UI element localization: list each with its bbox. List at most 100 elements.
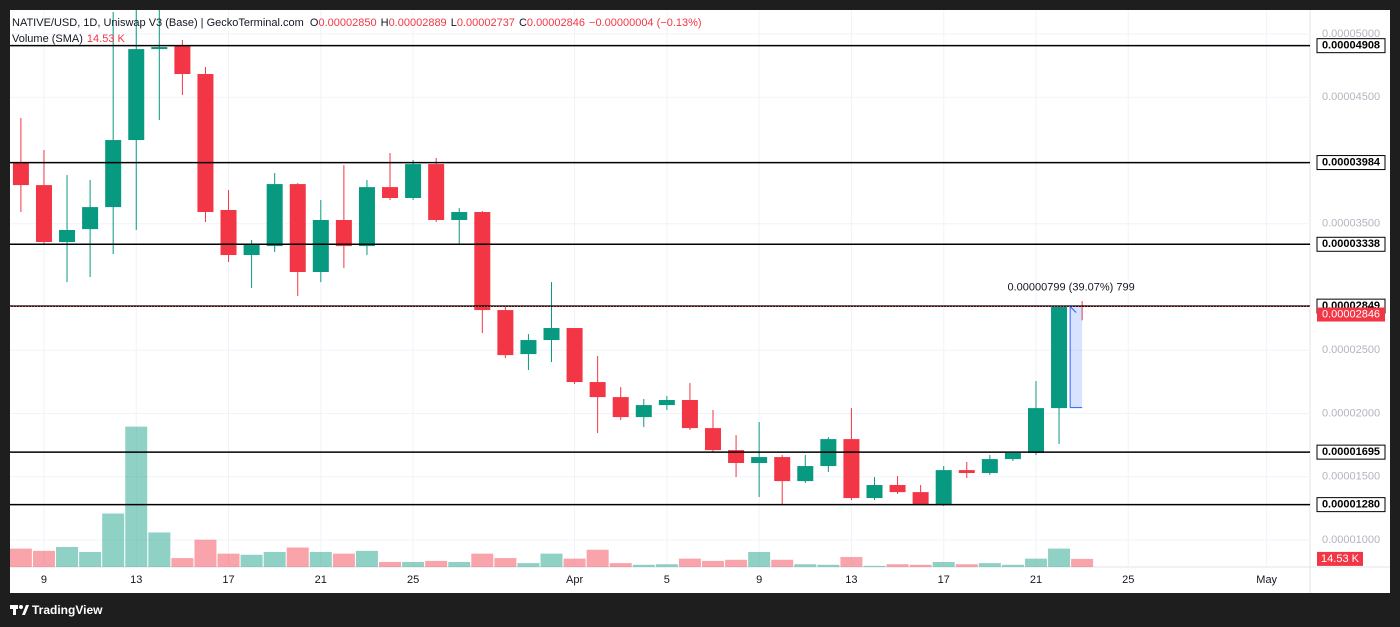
- candle-body: [843, 439, 860, 499]
- x-tick-label: 25: [407, 574, 419, 586]
- candle-body: [912, 492, 929, 505]
- volume-bar: [148, 532, 171, 567]
- candle-body: [243, 245, 260, 256]
- candle-body: [774, 457, 791, 482]
- candle-body: [1004, 453, 1021, 460]
- ohlc-letter: L: [450, 17, 457, 29]
- y-tick-label: 0.00005000: [1322, 28, 1380, 40]
- grid: [10, 10, 1310, 567]
- symbol-title: NATIVE/USD, 1D, Uniswap V3 (Base) | Geck…: [12, 17, 304, 29]
- candle-body: [520, 340, 537, 355]
- volume-label-box: [1317, 551, 1363, 566]
- x-tick-label: 21: [315, 574, 327, 586]
- candle-body: [59, 229, 76, 243]
- volume-bar: [540, 553, 563, 567]
- volume-legend: Volume (SMA) 14.53 K: [12, 33, 125, 45]
- y-tick-label: 0.00002000: [1322, 407, 1380, 419]
- candle-body: [612, 397, 629, 418]
- volume-bar: [355, 550, 378, 567]
- volume-bar: [194, 539, 217, 567]
- axes: 0.00005000 0.00004500 0.00003500 0.00002500…: [41, 28, 1386, 586]
- ohlc-value: 0.00002846: [526, 17, 586, 29]
- volume-value: 14.53 K: [86, 33, 125, 45]
- x-tick-label: 5: [664, 574, 670, 586]
- candle-body: [705, 428, 721, 451]
- candle-body: [266, 184, 283, 247]
- volume-bar: [171, 558, 194, 567]
- x-tick-label: 17: [222, 574, 234, 586]
- volume-bar: [817, 564, 840, 567]
- price-label-box: [1316, 236, 1386, 252]
- last-price-box: [1317, 307, 1385, 322]
- ohlc-value: 0.00002889: [388, 17, 447, 29]
- candle-body: [35, 185, 52, 243]
- x-tick-label: 17: [938, 574, 950, 586]
- candle-body: [497, 310, 514, 356]
- candle-body: [658, 400, 675, 406]
- volume-bar: [309, 551, 332, 567]
- volume-bar: [978, 563, 1001, 567]
- candle-body: [358, 187, 375, 247]
- candle-body: [889, 485, 906, 493]
- candle-body: [1027, 408, 1044, 454]
- change: −0.00000004 (−0.13%): [589, 17, 702, 29]
- measure-box: [1070, 306, 1083, 408]
- x-tick-label: 9: [41, 574, 47, 586]
- legend: NATIVE/USD, 1D, Uniswap V3 (Base) | Geck…: [12, 17, 706, 29]
- last-price-label: 0.00002846: [1322, 308, 1380, 320]
- x-tick-label: 25: [1122, 574, 1134, 586]
- volume-bar: [655, 564, 678, 567]
- price-label: 0.00001280: [1322, 499, 1380, 511]
- candle-body: [197, 74, 214, 213]
- price-label: 0.00001695: [1322, 446, 1380, 458]
- volume-bar: [494, 558, 517, 567]
- volume-bar: [425, 560, 448, 567]
- measure-label: 0.00000799 (39.07%) 799: [1008, 281, 1135, 293]
- ohlc-letter: H: [380, 17, 389, 29]
- volume-bar: [402, 561, 425, 567]
- ohlc-value: 0.00002737: [456, 17, 515, 29]
- y-tick-label: 0.00001000: [1322, 534, 1380, 546]
- volume-bar: [379, 561, 402, 567]
- candle-body: [958, 470, 975, 474]
- candle-body: [681, 400, 698, 429]
- x-tick-label: Apr: [566, 574, 583, 586]
- candle-body: [474, 212, 491, 311]
- volume-bar: [286, 547, 309, 567]
- y-tick-label: 0.00002500: [1322, 344, 1380, 356]
- volume-bar: [748, 551, 771, 567]
- candle-body: [105, 140, 122, 208]
- price-label: 0.00003984: [1322, 156, 1381, 168]
- candle-body: [12, 163, 29, 186]
- volume-bar: [1001, 564, 1024, 567]
- volume-bar: [56, 546, 79, 567]
- candle-body: [728, 450, 745, 464]
- ohlc-letter: O: [309, 17, 319, 29]
- volume-bar: [632, 564, 655, 567]
- volume-bar: [678, 558, 701, 567]
- candle-body: [451, 212, 468, 220]
- candle-body: [82, 207, 99, 230]
- volume-bar: [955, 564, 978, 567]
- candle-body: [220, 210, 237, 256]
- volume-bar: [32, 550, 55, 567]
- x-tick-label: 21: [1030, 574, 1042, 586]
- price-label-box: [1316, 497, 1386, 513]
- volume-bar: [771, 559, 794, 567]
- volume-bar: [102, 513, 125, 567]
- candle-body: [1051, 307, 1068, 409]
- candle-body: [405, 164, 422, 198]
- price-label: 0.00004908: [1322, 40, 1380, 52]
- logo: [10, 605, 29, 615]
- candle-body: [589, 382, 606, 398]
- x-tick-label: 9: [756, 574, 762, 586]
- volume-bar: [263, 551, 286, 567]
- volume-bar: [1024, 558, 1047, 567]
- volume-bar: [725, 559, 748, 567]
- ohlc-letter: C: [518, 17, 527, 29]
- volume-bar: [863, 565, 886, 567]
- volume-bar: [794, 564, 817, 567]
- candle-body: [981, 459, 998, 474]
